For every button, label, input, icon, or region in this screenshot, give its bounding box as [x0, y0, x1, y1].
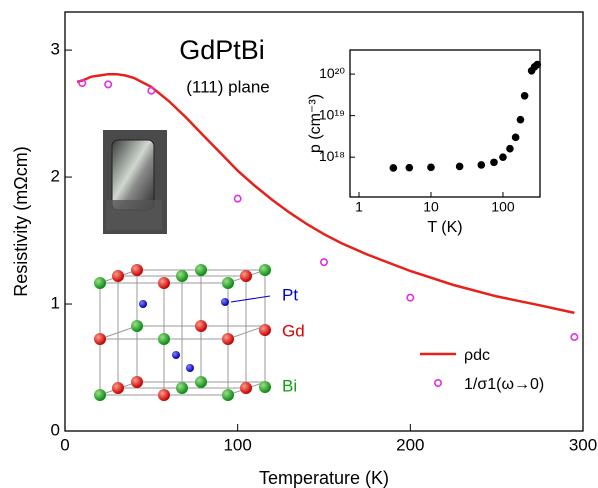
y-tick-label: 10²⁰ [319, 65, 345, 81]
data-line [76, 72, 575, 315]
y-tick-label: 3 [51, 40, 60, 59]
data-point [511, 133, 520, 142]
plot-frame [64, 11, 584, 432]
data-point [520, 92, 529, 100]
inset-background [350, 50, 540, 197]
chart-title: GdPtBi [179, 35, 265, 65]
data-point [516, 115, 525, 124]
annotation: Pt [282, 285, 298, 304]
data-point [477, 161, 486, 169]
legend-swatch [433, 378, 442, 387]
y-axis-label: p (cm⁻³) [307, 94, 324, 153]
crystal-structure [94, 264, 271, 401]
y-tick-label: 10¹⁹ [319, 106, 345, 122]
data-point [406, 293, 415, 302]
y-tick-label: 10¹⁸ [319, 148, 345, 164]
x-tick-label: 10 [423, 199, 439, 215]
data-point [455, 162, 464, 171]
data-point [233, 194, 242, 203]
y-tick-label: 2 [51, 167, 60, 186]
x-tick-label: 0 [60, 435, 69, 454]
data-point [78, 79, 87, 88]
data-point [389, 164, 398, 172]
x-tick-label: 1 [355, 199, 363, 215]
data-point [427, 163, 435, 172]
x-tick-label: 100 [491, 199, 515, 215]
y-tick-label: 1 [51, 294, 60, 313]
crystal-photo [103, 130, 167, 234]
data-point [104, 80, 113, 89]
data-point [490, 158, 498, 167]
data-point [499, 153, 507, 161]
x-tick-label: 100 [223, 435, 251, 454]
legend-label: ρdc [464, 347, 490, 364]
annotation: Gd [282, 321, 305, 340]
data-point [533, 60, 542, 69]
data-point [570, 333, 579, 342]
annotation: Bi [282, 376, 297, 395]
plot-frame [349, 49, 541, 198]
data-point [405, 163, 414, 172]
x-tick-label: 300 [569, 435, 597, 454]
data-point [147, 86, 156, 95]
x-axis-label: T (K) [427, 219, 462, 236]
subtitle: (111) plane [186, 77, 269, 96]
x-tick-label: 200 [396, 435, 424, 454]
y-tick-label: 0 [51, 420, 60, 439]
x-axis-label: Temperature (K) [259, 468, 389, 488]
data-point [319, 258, 328, 267]
legend-label: 1/σ1(ω→0) [464, 376, 544, 393]
data-point [506, 144, 514, 153]
y-axis-label: Resistivity (mΩcm) [11, 146, 31, 296]
